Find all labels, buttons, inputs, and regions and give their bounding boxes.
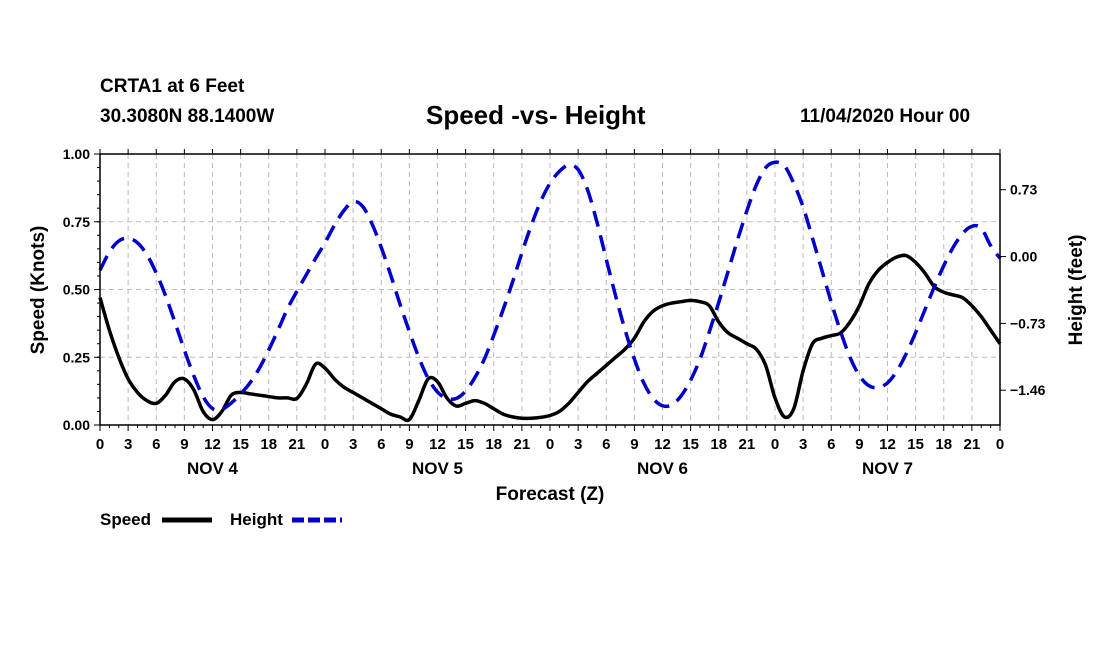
x-tick-label: 12 — [429, 436, 446, 453]
x-tick-label: 3 — [799, 436, 807, 453]
legend: Speed Height — [100, 510, 342, 529]
x-tick-label: 0 — [96, 436, 104, 453]
x-tick-label: 21 — [739, 436, 756, 453]
x-tick-label: 21 — [964, 436, 981, 453]
y-right-tick-label: 0.73 — [1010, 182, 1037, 198]
chart-title: Speed -vs- Height — [426, 100, 646, 130]
x-tick-label: 21 — [514, 436, 531, 453]
x-tick-label: 6 — [152, 436, 160, 453]
y-left-tick-label: 0.50 — [63, 282, 90, 298]
day-label: NOV 5 — [412, 459, 463, 478]
x-tick-label: 15 — [907, 436, 924, 453]
x-axis-label: Forecast (Z) — [496, 484, 605, 505]
station-label: CRTA1 at 6 Feet — [100, 76, 245, 97]
x-tick-label: 0 — [321, 436, 329, 453]
x-tick-label: 9 — [180, 436, 188, 453]
x-tick-label: 0 — [996, 436, 1004, 453]
series-height-line — [98, 160, 1002, 412]
x-tick-label: 15 — [232, 436, 249, 453]
y-right-tick-label: −0.73 — [1010, 315, 1046, 331]
x-tick-label: 12 — [654, 436, 671, 453]
y-axis-right-label: Height (feet) — [1066, 235, 1087, 346]
day-label: NOV 7 — [862, 459, 913, 478]
axes: 0 3 6 9 12 15 18 21 0 3 6 9 12 15 18 21 0 3 6 9 12 15 18 21 0 3 6 9… — [63, 146, 1046, 478]
series-speed-line — [98, 253, 1002, 423]
x-tick-label: 18 — [935, 436, 952, 453]
x-tick-label: 15 — [457, 436, 474, 453]
y-left-tick-label: 0.00 — [63, 417, 90, 433]
x-tick-label: 6 — [602, 436, 610, 453]
x-tick-label: 9 — [405, 436, 413, 453]
x-tick-label: 18 — [260, 436, 277, 453]
legend-height-label: Height — [230, 510, 283, 529]
x-tick-label: 18 — [710, 436, 727, 453]
x-tick-label: 12 — [204, 436, 221, 453]
x-tick-label: 3 — [574, 436, 582, 453]
series-lines — [98, 160, 1002, 423]
x-tick-label: 12 — [879, 436, 896, 453]
x-tick-label: 18 — [485, 436, 502, 453]
day-label: NOV 4 — [187, 459, 239, 478]
x-tick-label: 3 — [349, 436, 357, 453]
y-axis-left-label: Speed (Knots) — [28, 226, 49, 355]
forecast-datetime: 11/04/2020 Hour 00 — [800, 106, 971, 127]
x-tick-label: 6 — [827, 436, 835, 453]
x-tick-label: 0 — [771, 436, 779, 453]
x-tick-label: 3 — [124, 436, 132, 453]
x-tick-label: 15 — [682, 436, 699, 453]
x-tick-label: 9 — [630, 436, 638, 453]
x-tick-label: 21 — [289, 436, 306, 453]
y-left-tick-label: 0.25 — [63, 349, 90, 365]
y-right-tick-label: 0.00 — [1010, 249, 1037, 265]
y-right-tick-label: −1.46 — [1010, 382, 1046, 398]
day-label: NOV 6 — [637, 459, 688, 478]
x-tick-label: 6 — [377, 436, 385, 453]
y-left-tick-label: 0.75 — [63, 214, 90, 230]
x-tick-label: 9 — [855, 436, 863, 453]
y-left-tick-label: 1.00 — [63, 146, 90, 162]
x-tick-label: 0 — [546, 436, 554, 453]
station-coordinates: 30.3080N 88.1400W — [100, 106, 275, 127]
legend-speed-label: Speed — [100, 510, 151, 529]
grid-lines — [100, 154, 1000, 425]
